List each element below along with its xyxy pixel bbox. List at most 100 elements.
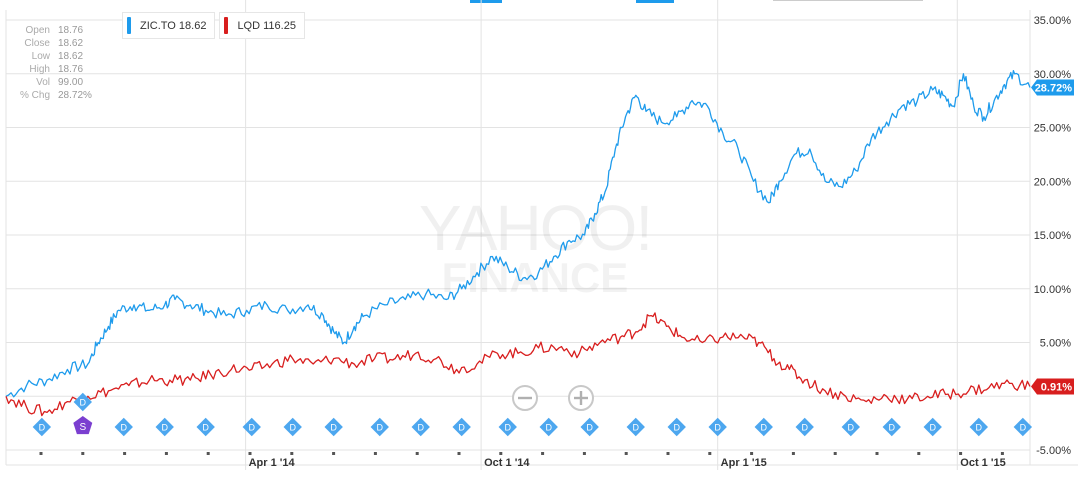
x-tick-label: Oct 1 '15: [960, 457, 1005, 469]
ohlc-value: 28.72%: [58, 90, 92, 101]
y-tick-label: 5.00%: [1040, 338, 1071, 350]
svg-text:D: D: [80, 398, 87, 408]
dividend-marker[interactable]: D: [539, 417, 558, 437]
legend-item-zic[interactable]: ZIC.TO 18.62: [122, 12, 216, 39]
zoom-out-button[interactable]: [512, 385, 538, 411]
dividend-marker[interactable]: D: [155, 417, 174, 437]
legend-label: LQD 116.25: [237, 19, 296, 32]
y-tick-label: -5.00%: [1036, 445, 1071, 457]
x-tick-label: Oct 1 '14: [484, 457, 530, 469]
svg-text:D: D: [161, 423, 168, 433]
svg-text:D: D: [1020, 423, 1027, 433]
zoom-in-button[interactable]: [568, 385, 594, 411]
svg-text:D: D: [417, 423, 424, 433]
svg-text:D: D: [121, 423, 128, 433]
x-minor-tick: [248, 452, 252, 455]
x-minor-tick: [164, 452, 168, 455]
y-tick-label: 15.00%: [1034, 230, 1072, 242]
svg-text:D: D: [545, 423, 552, 433]
legend-label: ZIC.TO 18.62: [140, 19, 207, 32]
dividend-marker[interactable]: D: [452, 417, 471, 437]
x-minor-tick: [541, 452, 545, 455]
svg-text:D: D: [202, 423, 209, 433]
ohlc-row-vol: Vol 99.00: [10, 76, 92, 89]
x-minor-tick: [833, 452, 837, 455]
x-axis: Apr 1 '14 Oct 1 '14 Apr 1 '15 Oct 1 '15: [39, 452, 1006, 469]
legend-swatch: [127, 17, 131, 34]
x-minor-tick: [750, 452, 754, 455]
x-minor-tick: [332, 452, 336, 455]
dividend-marker[interactable]: D: [32, 417, 52, 437]
dividend-marker[interactable]: D: [73, 392, 92, 412]
ohlc-label: Open: [25, 25, 50, 36]
ohlc-panel: Open 18.76 Close 18.62 Low 18.62 High 18…: [10, 24, 92, 102]
dividend-marker[interactable]: D: [969, 417, 988, 437]
plus-circle-icon: [574, 391, 588, 405]
ohlc-row-open: Open 18.76: [10, 24, 92, 37]
x-minor-tick: [373, 452, 377, 455]
svg-text:D: D: [673, 423, 680, 433]
dividend-marker[interactable]: D: [708, 417, 727, 437]
legend-item-lqd[interactable]: LQD 116.25: [219, 12, 305, 39]
ohlc-label: Low: [31, 51, 50, 62]
watermark-line2: FINANCE: [442, 254, 629, 301]
last-value-label: 28.72%: [1031, 79, 1074, 96]
x-minor-tick: [290, 452, 294, 455]
svg-text:D: D: [39, 423, 46, 433]
svg-text:D: D: [714, 423, 721, 433]
dividend-marker[interactable]: D: [370, 417, 389, 437]
dividend-marker[interactable]: D: [923, 417, 942, 437]
range-tab-indicator[interactable]: [636, 0, 674, 3]
y-tick-label: 30.00%: [1034, 69, 1072, 81]
y-tick-label: 20.00%: [1034, 176, 1072, 188]
yahoo-finance-watermark: YAHOO! FINANCE: [419, 192, 653, 301]
dividend-marker[interactable]: D: [1013, 417, 1033, 437]
series-line-zic-to[interactable]: [5, 69, 1031, 398]
x-minor-tick: [457, 452, 461, 455]
dividend-marker[interactable]: D: [411, 417, 430, 437]
dividend-marker[interactable]: D: [754, 417, 773, 437]
y-tick-label: 35.00%: [1034, 15, 1072, 27]
x-minor-tick: [875, 452, 879, 455]
x-minor-tick: [791, 452, 795, 455]
ohlc-value: 18.62: [58, 38, 84, 49]
x-minor-tick: [123, 452, 127, 455]
x-minor-tick: [582, 452, 586, 455]
dividend-marker[interactable]: D: [242, 417, 261, 437]
dividend-marker[interactable]: D: [196, 417, 215, 437]
legend-swatch: [224, 17, 229, 34]
x-tick-label: Apr 1 '15: [721, 457, 767, 469]
series-lines: [5, 69, 1031, 417]
dividend-marker[interactable]: D: [667, 417, 686, 437]
last-value-label: 0.91%: [1031, 378, 1074, 395]
x-minor-tick: [917, 452, 921, 455]
dividend-marker[interactable]: D: [795, 417, 814, 437]
svg-text:D: D: [458, 423, 465, 433]
svg-text:D: D: [976, 423, 983, 433]
svg-text:D: D: [889, 423, 896, 433]
range-tab-indicator[interactable]: [470, 0, 502, 3]
ohlc-label: Close: [24, 38, 50, 49]
ohlc-row-low: Low 18.62: [10, 50, 92, 63]
svg-text:D: D: [586, 423, 593, 433]
dividend-marker[interactable]: D: [580, 417, 599, 437]
dividend-marker[interactable]: D: [114, 417, 133, 437]
svg-text:0.91%: 0.91%: [1041, 381, 1072, 393]
series-line-lqd[interactable]: [5, 312, 1031, 417]
dividend-marker[interactable]: D: [626, 417, 645, 437]
y-axis: 35.00% 30.00% 25.00% 20.00% 15.00% 10.00% 5.00…: [1034, 15, 1072, 457]
x-minor-tick: [81, 452, 85, 455]
dividend-marker[interactable]: D: [498, 417, 517, 437]
dividend-marker[interactable]: D: [882, 417, 901, 437]
x-minor-tick: [708, 452, 712, 455]
split-marker[interactable]: S: [73, 416, 93, 435]
x-minor-tick: [415, 452, 419, 455]
ohlc-label: High: [29, 64, 50, 75]
svg-text:D: D: [633, 423, 640, 433]
dividend-marker[interactable]: D: [841, 417, 860, 437]
dividend-marker[interactable]: D: [324, 417, 343, 437]
ohlc-value: 18.76: [58, 64, 84, 75]
watermark-line1: YAHOO!: [419, 192, 651, 264]
dividend-marker[interactable]: D: [283, 417, 302, 437]
